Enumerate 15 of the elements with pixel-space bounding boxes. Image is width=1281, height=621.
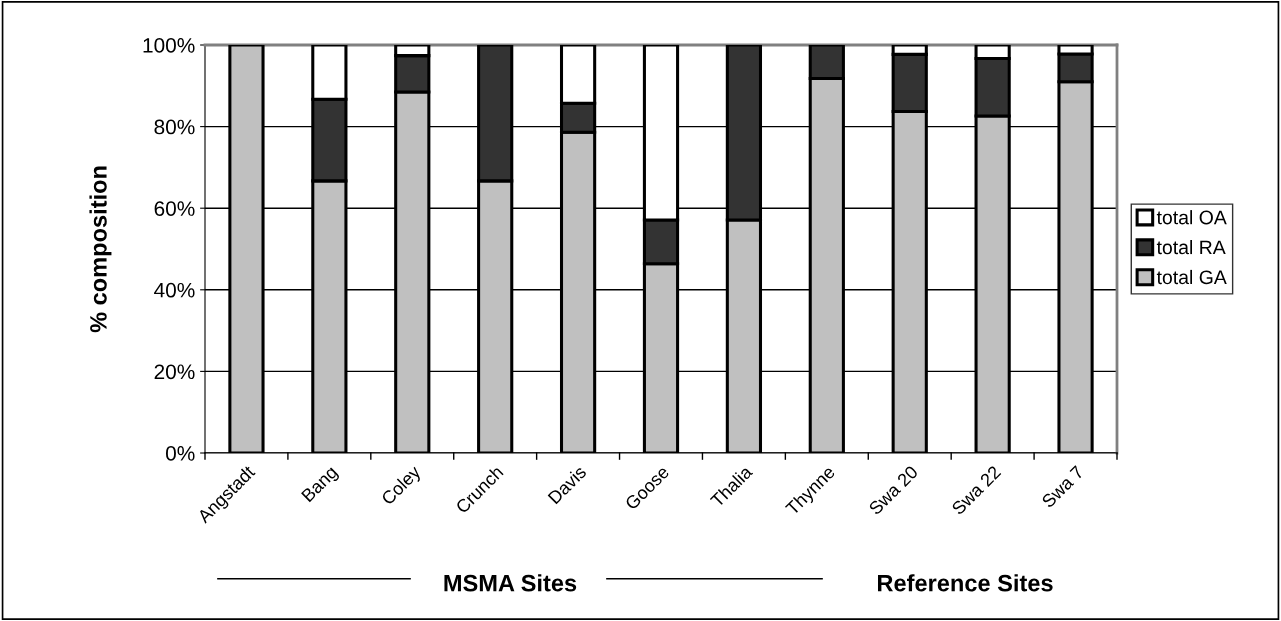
text: MSMA Sites (444, 574, 577, 592)
x-tick-label: Swa 7 (1040, 465, 1085, 509)
y-tick-label: 20% (154, 364, 195, 380)
text: Reference Sites (878, 574, 1053, 592)
legend-label: total RA (1156, 239, 1226, 255)
y-tick-label: 100% (143, 38, 195, 53)
y-tick-label: 40% (154, 282, 195, 298)
y-tick-label: 60% (154, 201, 195, 216)
legend-label: total GA (1156, 269, 1227, 285)
y-axis-title: % composition (89, 166, 112, 333)
y-tick-label: 0% (165, 446, 195, 461)
legend-label: total OA (1156, 210, 1227, 225)
y-tick-label: 80% (154, 119, 195, 135)
x-tick-label: Swa 22 (950, 465, 1002, 516)
x-tick-label: Swa 20 (868, 464, 919, 516)
